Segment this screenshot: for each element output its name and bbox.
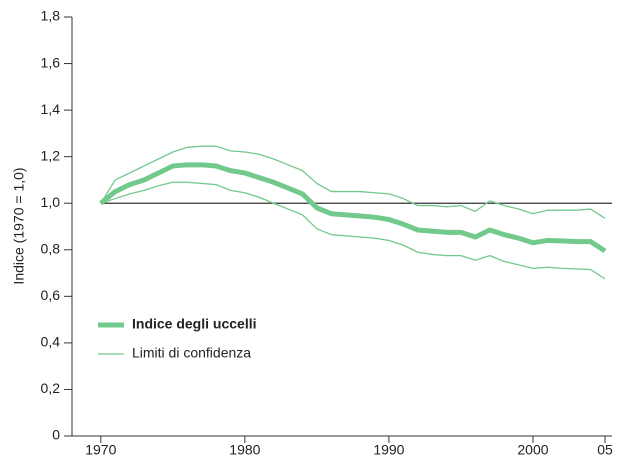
y-axis-label: Indice (1970 = 1,0) [11, 167, 27, 284]
y-tick-label: 0,6 [41, 287, 61, 303]
x-tick-label: 1980 [229, 442, 260, 458]
y-tick-label: 1,0 [41, 194, 61, 210]
y-tick-label: 0,4 [41, 334, 61, 350]
y-tick-label: 0,2 [41, 380, 61, 396]
y-tick-label: 1,6 [41, 54, 61, 70]
y-tick-label: 0 [52, 427, 60, 443]
x-tick-label: 2000 [517, 442, 548, 458]
y-tick-label: 1,8 [41, 8, 61, 24]
x-tick-label: 1970 [85, 442, 116, 458]
line [100, 181, 606, 280]
legend-label: Indice degli uccelli [132, 316, 256, 332]
x-tick-label: 05 [597, 442, 613, 458]
x-tick-label: 1990 [373, 442, 404, 458]
y-tick-label: 1,4 [41, 101, 61, 117]
line [99, 162, 607, 254]
line [100, 145, 606, 219]
y-tick-label: 0,8 [41, 240, 61, 256]
y-tick-label: 1,2 [41, 147, 61, 163]
legend-label: Limiti di confidenza [132, 345, 251, 361]
